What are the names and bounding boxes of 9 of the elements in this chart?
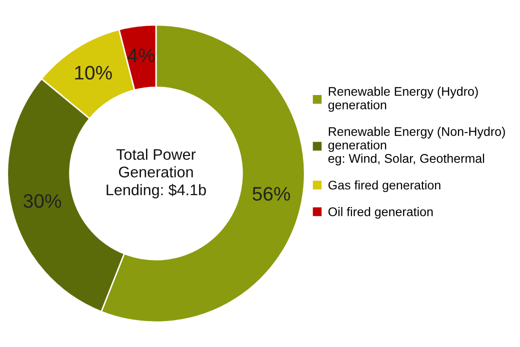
data-label: 4% — [128, 48, 155, 62]
data-label: 30% — [24, 194, 62, 208]
text: Total Power Generation Lending: $4.1b — [106, 148, 206, 198]
data-label: 56% — [252, 186, 290, 201]
legend-label: Renewable Energy (Non-Hydro) generation eg: Wind, Solar, Geothermal — [328, 126, 505, 166]
legend-label: Renewable Energy (Hydro) generation — [328, 86, 478, 112]
legend-label: Oil fired generation — [328, 207, 433, 219]
legend-label: Gas fired generation — [328, 180, 440, 192]
data-label: 10% — [75, 66, 112, 80]
